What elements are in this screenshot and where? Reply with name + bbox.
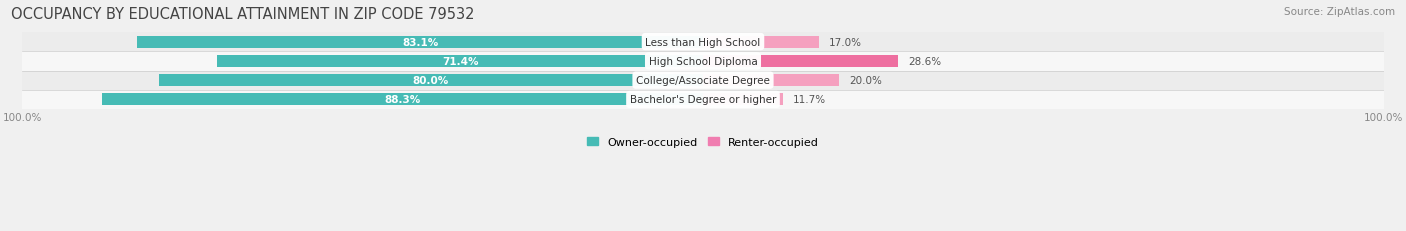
Bar [703,36,818,48]
Bar [703,94,783,106]
Bar [138,36,703,48]
Bar [22,52,1384,71]
Text: Less than High School: Less than High School [645,37,761,47]
Text: Bachelor's Degree or higher: Bachelor's Degree or higher [630,95,776,105]
Bar [217,56,703,67]
Text: High School Diploma: High School Diploma [648,57,758,67]
Text: 71.4%: 71.4% [441,57,478,67]
Text: 17.0%: 17.0% [830,37,862,47]
Text: 11.7%: 11.7% [793,95,825,105]
Bar [103,94,703,106]
Bar [159,75,703,87]
Text: 28.6%: 28.6% [908,57,941,67]
Text: Source: ZipAtlas.com: Source: ZipAtlas.com [1284,7,1395,17]
Text: 20.0%: 20.0% [849,76,882,86]
Text: OCCUPANCY BY EDUCATIONAL ATTAINMENT IN ZIP CODE 79532: OCCUPANCY BY EDUCATIONAL ATTAINMENT IN Z… [11,7,475,22]
Text: College/Associate Degree: College/Associate Degree [636,76,770,86]
Bar [703,75,839,87]
Bar [22,90,1384,110]
Bar [703,56,897,67]
Bar [22,33,1384,52]
Text: 80.0%: 80.0% [413,76,449,86]
Text: 83.1%: 83.1% [402,37,439,47]
Bar [22,71,1384,90]
Text: 88.3%: 88.3% [384,95,420,105]
Legend: Owner-occupied, Renter-occupied: Owner-occupied, Renter-occupied [582,133,824,152]
